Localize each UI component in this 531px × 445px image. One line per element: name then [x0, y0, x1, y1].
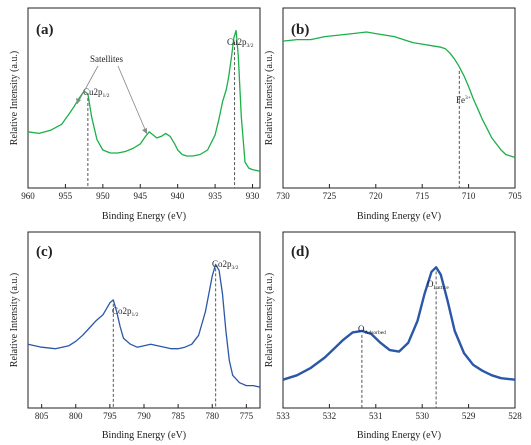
panel-a-ylabel: Relative Intensity (a.u.) [9, 51, 20, 145]
panel-c-xtick-label: 805 [35, 411, 49, 421]
panel-b-xtick-label: 705 [508, 191, 522, 201]
panel-a-xtick-label: 955 [59, 191, 73, 201]
panel-a-reflines [87, 42, 236, 188]
panel-c-ylabel: Relative Intensity (a.u.) [9, 273, 20, 367]
panel-d-xtick-label: 530 [415, 411, 429, 421]
panel-b-fe3-label: Fe3+ [456, 95, 471, 105]
panel-c-label: (c) [36, 244, 53, 260]
panel-b-ylabel: Relative Intensity (a.u.) [264, 51, 275, 145]
panel-d-curve [282, 266, 516, 381]
panel-a-ticks: 960 955 950 945 940 935 930 [21, 184, 260, 201]
panel-c-xtick-label: 800 [69, 411, 83, 421]
panel-b: (b) 730 725 720 715 710 705 Binding Energy (e… [264, 7, 522, 222]
panel-a-xtick-label: 945 [134, 191, 148, 201]
panel-a-xtick-label: 960 [21, 191, 35, 201]
panel-b-xtick-label: 710 [462, 191, 476, 201]
panel-c-xtick-label: 795 [103, 411, 117, 421]
panel-c-xtick-label: 780 [205, 411, 219, 421]
panel-a-cu2p32-label: Cu2p3/2 [227, 37, 254, 49]
panel-d-olattice-label: OLattice [427, 279, 449, 291]
panel-d-xtick-label: 531 [369, 411, 383, 421]
panel-a-satellites-label: Satellites [90, 54, 123, 64]
panel-a-satellites-arrow-left [76, 65, 99, 105]
panel-c-reflines [112, 268, 217, 408]
panel-c-xtick-label: 775 [240, 411, 254, 421]
panel-b-xtick-label: 725 [323, 191, 337, 201]
panel-d-label: (d) [291, 244, 309, 260]
panel-a-xtick-label: 950 [96, 191, 110, 201]
panel-d-xtick-label: 529 [462, 411, 476, 421]
panel-a: (a) 960 955 950 945 940 935 930 Binding Energy… [9, 7, 261, 222]
panel-b-label: (b) [291, 22, 309, 38]
panel-c-xlabel: Binding Energy (eV) [102, 430, 186, 441]
panel-b-ticks: 730 725 720 715 710 705 [276, 184, 522, 201]
panel-c-co2p32-label: Co2p3/2 [212, 259, 239, 271]
panel-d-oadsorbed-label: OAdsorbed [358, 324, 386, 336]
panel-b-curve [282, 31, 516, 159]
panel-b-xtick-label: 730 [276, 191, 290, 201]
panel-c-xtick-label: 790 [137, 411, 151, 421]
panel-c: (c) 805 800 795 790 785 780 775 Binding Energy… [9, 231, 261, 441]
panel-a-xtick-label: 940 [171, 191, 185, 201]
panel-c-ticks: 805 800 795 790 785 780 775 [35, 404, 254, 421]
panel-d-xtick-label: 533 [276, 411, 290, 421]
panel-c-xtick-label: 785 [171, 411, 185, 421]
panel-a-xtick-label: 935 [208, 191, 222, 201]
panel-d-xlabel: Binding Energy (eV) [357, 430, 441, 441]
panel-d-ylabel: Relative Intensity (a.u.) [264, 273, 275, 367]
panel-a-satellites-arrow-right [117, 65, 148, 135]
panel-d-reflines [361, 271, 437, 408]
panel-a-frame [27, 7, 261, 189]
panel-d-ticks: 533 532 531 530 529 528 [276, 404, 522, 421]
panel-a-satellites-arrowhead-left [76, 98, 81, 104]
panel-b-xtick-label: 720 [369, 191, 383, 201]
panel-d: (d) 533 532 531 530 529 528 Binding Energy (e… [264, 231, 522, 441]
panel-a-curve [27, 29, 261, 172]
panel-a-label: (a) [36, 22, 54, 38]
panel-a-cu2p12-label: Cu2p1/2 [83, 87, 110, 99]
panel-d-xtick-label: 528 [508, 411, 522, 421]
panel-c-curve [27, 263, 261, 388]
panel-c-co2p12-label: Co2p1/2 [112, 306, 139, 318]
panel-b-xtick-label: 715 [415, 191, 429, 201]
panel-a-xlabel: Binding Energy (eV) [102, 211, 186, 222]
panel-b-xlabel: Binding Energy (eV) [357, 211, 441, 222]
panel-b-frame [282, 7, 516, 189]
panel-d-frame [282, 231, 516, 409]
panel-a-xtick-label: 930 [246, 191, 260, 201]
panel-a-satellites-arrowhead-right [142, 128, 147, 134]
panel-d-xtick-label: 532 [323, 411, 337, 421]
